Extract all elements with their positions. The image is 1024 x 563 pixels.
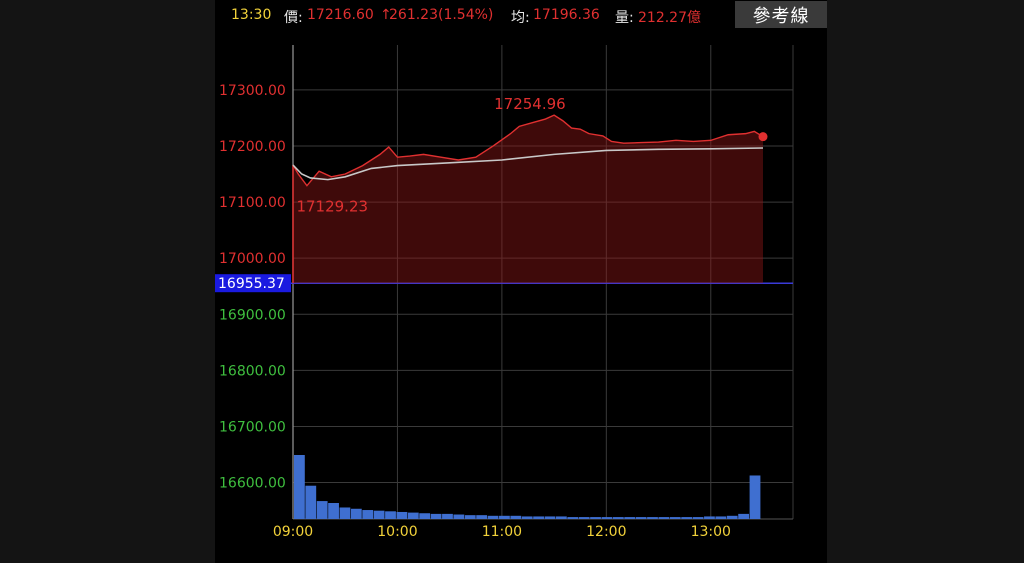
volume-bar xyxy=(567,517,579,519)
y-tick-label: 17300.00 xyxy=(219,83,286,99)
volume-bar xyxy=(396,511,408,519)
total-volume: 212.27億 xyxy=(638,10,701,26)
volume-bar xyxy=(476,515,488,519)
high-label: 17254.96 xyxy=(494,95,566,113)
volume-bar xyxy=(499,515,510,519)
volume-bar xyxy=(487,515,499,519)
volume-bar xyxy=(373,510,385,519)
price-change: 261.23(1.54%) xyxy=(389,7,494,23)
x-tick-label: 11:00 xyxy=(482,524,522,540)
x-tick-label: 10:00 xyxy=(377,524,417,540)
volume-bar xyxy=(647,517,658,519)
volume-bar xyxy=(658,517,670,519)
x-tick-label: 13:00 xyxy=(691,524,731,540)
volume-bar xyxy=(544,516,556,519)
volume-bar xyxy=(362,510,374,519)
price-line xyxy=(292,114,764,187)
price-plot: 16955.37 17254.96 17129.23 xyxy=(215,95,793,293)
volume-bar xyxy=(521,516,533,519)
volume-bar xyxy=(612,517,624,519)
y-tick-label: 16800.00 xyxy=(219,363,286,379)
volume-bar xyxy=(339,507,351,519)
volume-label: 量: xyxy=(615,10,634,26)
y-axis-labels: 17300.00 17200.00 17100.00 17000.00 16900.00… xyxy=(219,83,286,492)
up-arrow-icon: ↑ xyxy=(380,7,392,23)
volume-bar xyxy=(350,508,362,519)
y-tick-label: 17200.00 xyxy=(219,139,286,155)
volume-bar xyxy=(738,513,750,519)
last-price: 17216.60 xyxy=(307,7,374,23)
average-line xyxy=(292,147,764,181)
low-label: 17129.23 xyxy=(296,198,368,216)
y-tick-label: 16600.00 xyxy=(219,476,286,492)
volume-bar xyxy=(533,516,544,519)
volume-bar xyxy=(555,516,567,519)
volume-bar xyxy=(578,517,590,519)
quote-time: 13:30 xyxy=(231,7,272,23)
y-tick-label: 16900.00 xyxy=(219,307,286,323)
volume-bar xyxy=(316,501,328,519)
y-tick-label: 16700.00 xyxy=(219,419,286,435)
volume-bar xyxy=(726,515,738,519)
volume-bar xyxy=(715,516,727,519)
volume-bar xyxy=(407,512,419,519)
x-tick-label: 12:00 xyxy=(586,524,626,540)
volume-bar xyxy=(681,517,693,519)
volume-bar xyxy=(430,513,442,519)
volume-bar xyxy=(385,511,396,519)
reference-label: 16955.37 xyxy=(218,276,285,292)
x-tick-label: 09:00 xyxy=(273,524,313,540)
y-tick-label: 17000.00 xyxy=(219,251,286,267)
avg-label: 均: xyxy=(511,10,530,26)
volume-bar xyxy=(305,485,317,519)
volume-bar xyxy=(442,513,453,519)
volume-bar xyxy=(328,503,339,519)
reference-line-button[interactable]: 參考線 xyxy=(735,1,827,28)
volume-bar xyxy=(453,514,465,519)
price-label: 價: xyxy=(284,10,303,26)
intraday-chart: 17300.00 17200.00 17100.00 17000.00 16900.00… xyxy=(215,45,794,540)
volume-bar xyxy=(294,455,305,519)
volume-bar xyxy=(669,517,681,519)
quote-header: 13:30 價: 17216.60 ↑ 261.23(1.54%) 均: 171… xyxy=(215,0,827,30)
volume-bar xyxy=(704,516,715,519)
volume-bar xyxy=(749,475,761,519)
x-axis-labels: 09:00 10:00 11:00 12:00 13:00 xyxy=(273,524,731,540)
volume-bar xyxy=(635,517,647,519)
y-tick-label: 17100.00 xyxy=(219,195,286,211)
volume-bar xyxy=(590,517,601,519)
reference-label-box xyxy=(215,274,291,293)
volume-bar xyxy=(464,515,476,519)
volume-bars xyxy=(294,455,761,519)
volume-bar xyxy=(419,513,431,519)
last-price-dot xyxy=(758,132,768,142)
volume-bar xyxy=(624,517,636,519)
volume-bar xyxy=(692,517,704,519)
quote-panel: 13:30 價: 17216.60 ↑ 261.23(1.54%) 均: 171… xyxy=(215,0,827,563)
volume-bar xyxy=(601,517,613,519)
volume-bar xyxy=(510,515,522,519)
average-price: 17196.36 xyxy=(533,7,600,23)
price-area xyxy=(293,115,763,284)
chart-grid xyxy=(292,45,794,520)
